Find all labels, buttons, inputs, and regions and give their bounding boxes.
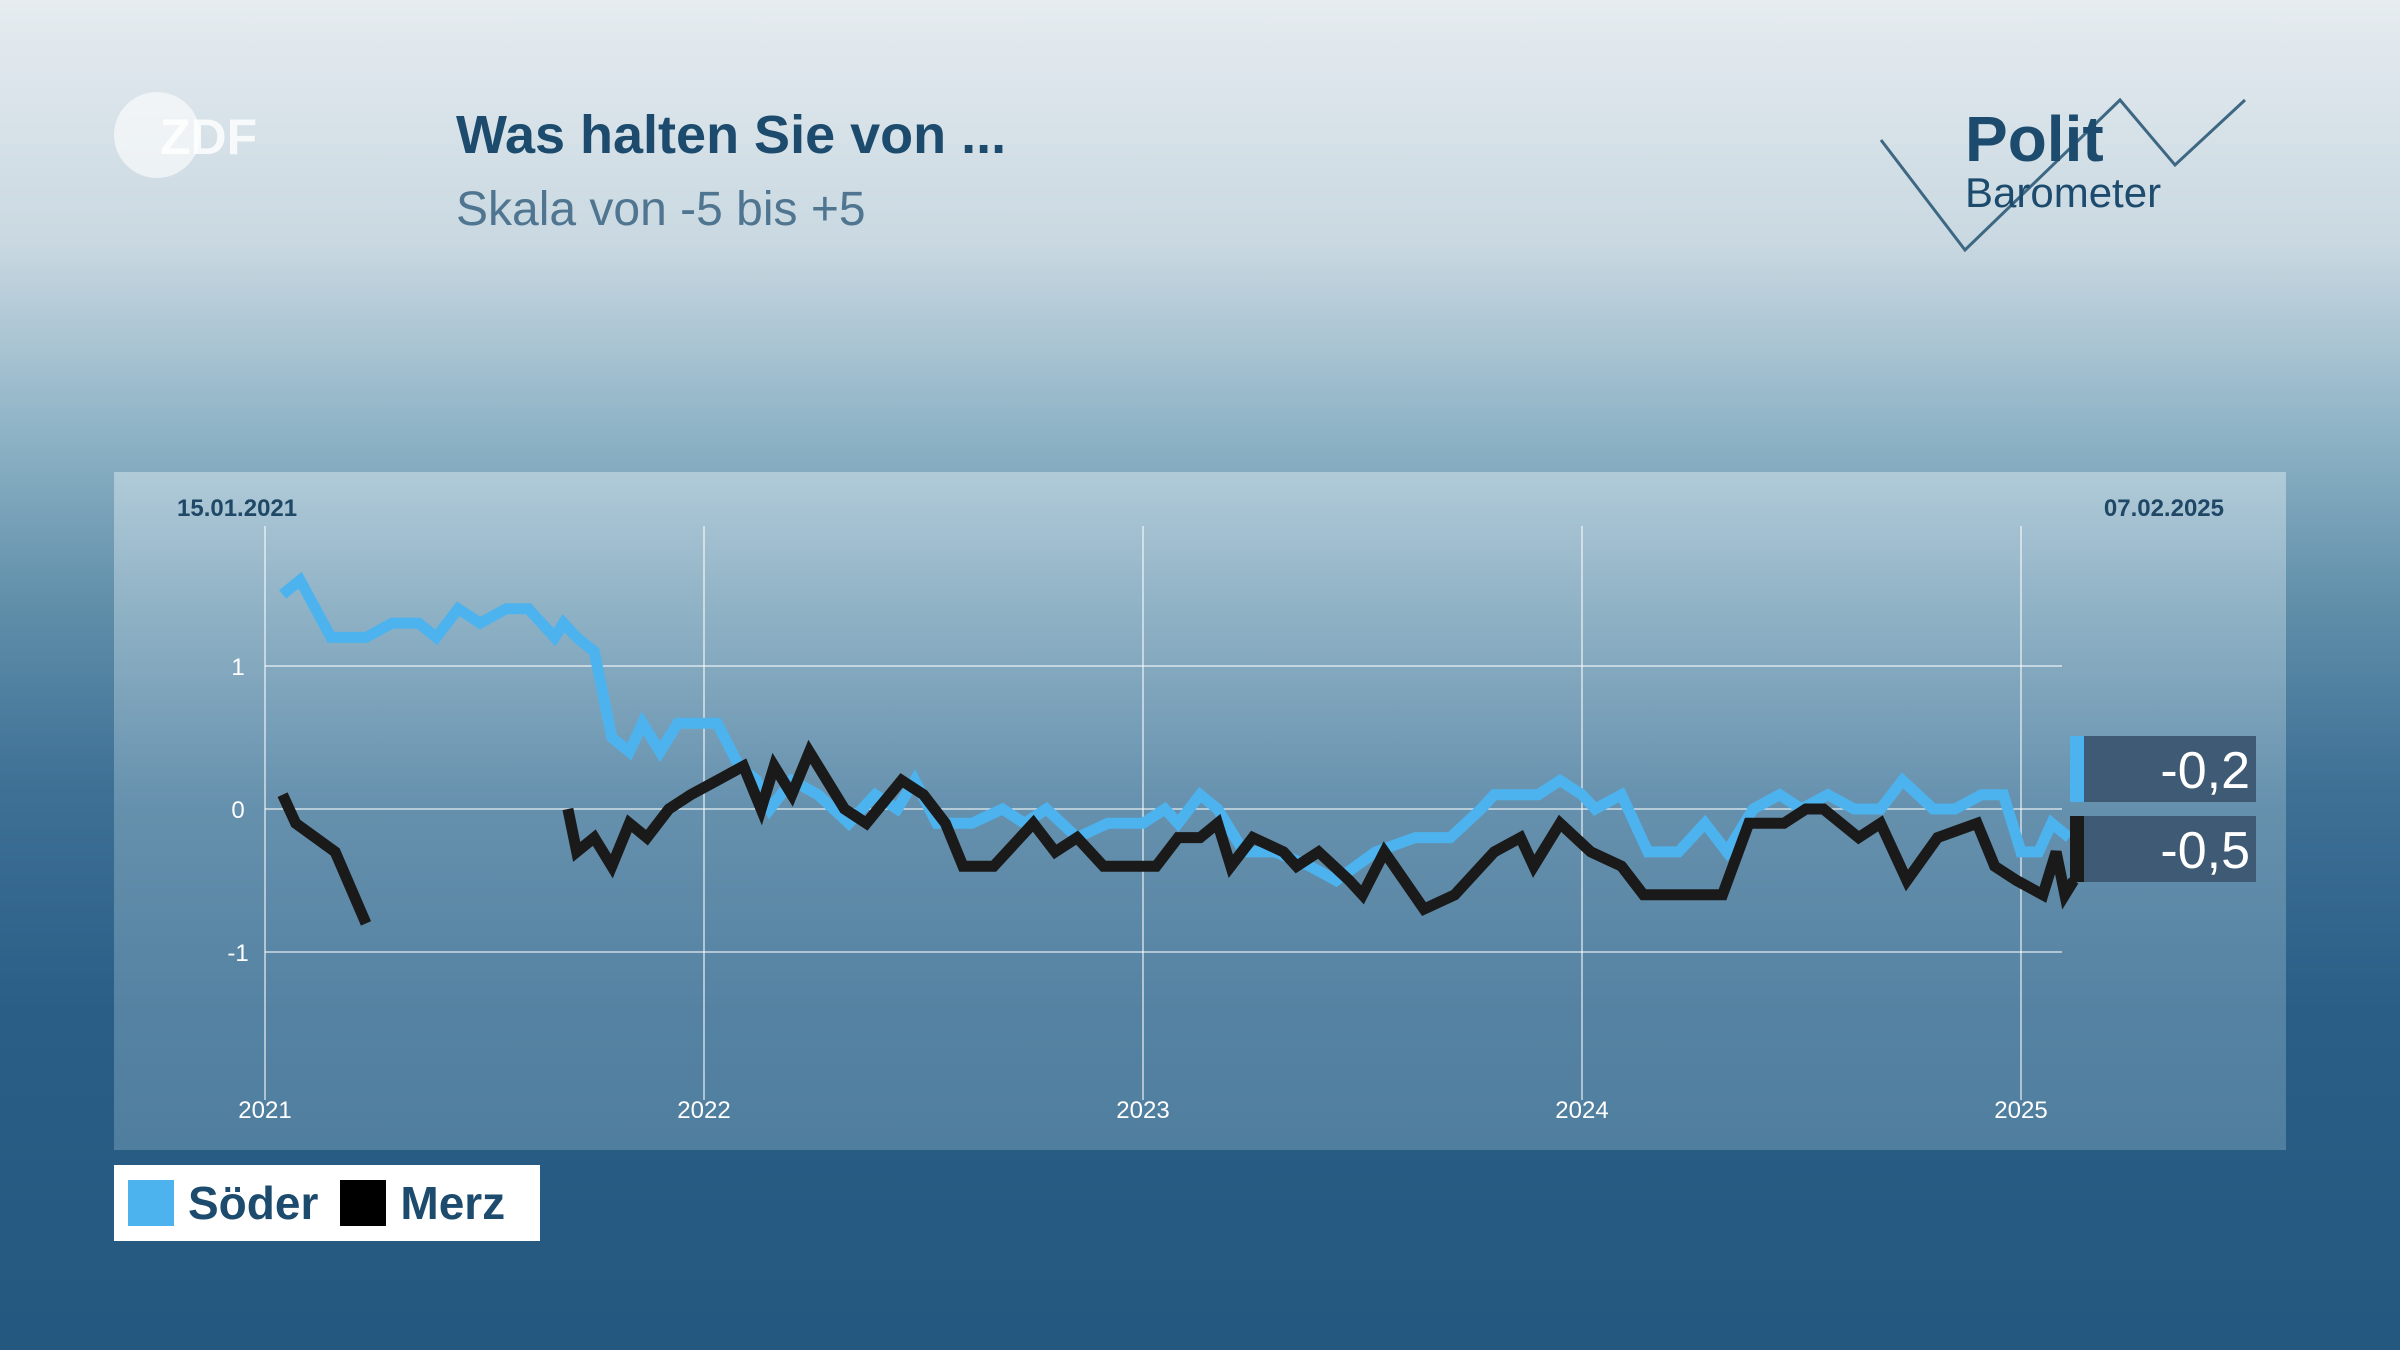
start-date-label: 15.01.2021 [177, 495, 297, 522]
logo-barometer-text: Barometer [1965, 169, 2161, 216]
y-tick-label--1: -1 [227, 940, 248, 967]
zdf-logo-text: ZDF [160, 109, 257, 165]
x-tick-label-2022: 2022 [677, 1097, 730, 1124]
merz-latest-value: -0,5 [2160, 822, 2250, 880]
x-tick-label-2021: 2021 [238, 1097, 291, 1124]
line-chart: 2021 2022 2023 2024 2025 1 0 -1 15.01.2021 07.0… [177, 495, 2256, 1124]
chart-title: Was halten Sie von ... [456, 105, 1007, 165]
logo-zigzag-icon [1879, 97, 2247, 253]
soeder-value-box [2084, 736, 2256, 802]
politbarometer-logo: Polit Barometer [1879, 97, 2247, 253]
axis-labels: 2021 2022 2023 2024 2025 1 0 -1 [227, 654, 2047, 1124]
soeder-latest-value: -0,2 [2160, 742, 2250, 800]
legend-label-soeder: Söder [188, 1177, 319, 1229]
y-tick-label-1: 1 [231, 654, 244, 681]
merz-line-segment-2 [562, 739, 2079, 917]
legend-swatch-soeder [128, 1180, 174, 1226]
chart-panel: 2021 2022 2023 2024 2025 1 0 -1 15.01.2021 07.0… [114, 472, 2286, 1150]
zdf-logo: ZDF [114, 92, 257, 178]
chart-subtitle: Skala von -5 bis +5 [456, 183, 866, 236]
series-lines [277, 571, 2079, 926]
y-tick-label-0: 0 [231, 797, 244, 824]
legend: Söder Merz [114, 1165, 540, 1241]
soeder-line [279, 571, 2073, 887]
merz-line-segment-1 [277, 792, 372, 926]
logo-polit-text: Polit [1965, 103, 2104, 175]
soeder-value-marker [2070, 736, 2084, 802]
x-tick-label-2023: 2023 [1116, 1097, 1169, 1124]
legend-label-merz: Merz [400, 1177, 506, 1229]
merz-value-box [2084, 816, 2256, 882]
x-tick-label-2024: 2024 [1555, 1097, 1608, 1124]
latest-value-boxes: -0,2 -0,5 [2070, 736, 2256, 882]
x-tick-label-2025: 2025 [1994, 1097, 2047, 1124]
end-date-label: 07.02.2025 [2104, 495, 2224, 522]
merz-value-marker [2070, 816, 2084, 882]
legend-swatch-merz [340, 1180, 387, 1226]
